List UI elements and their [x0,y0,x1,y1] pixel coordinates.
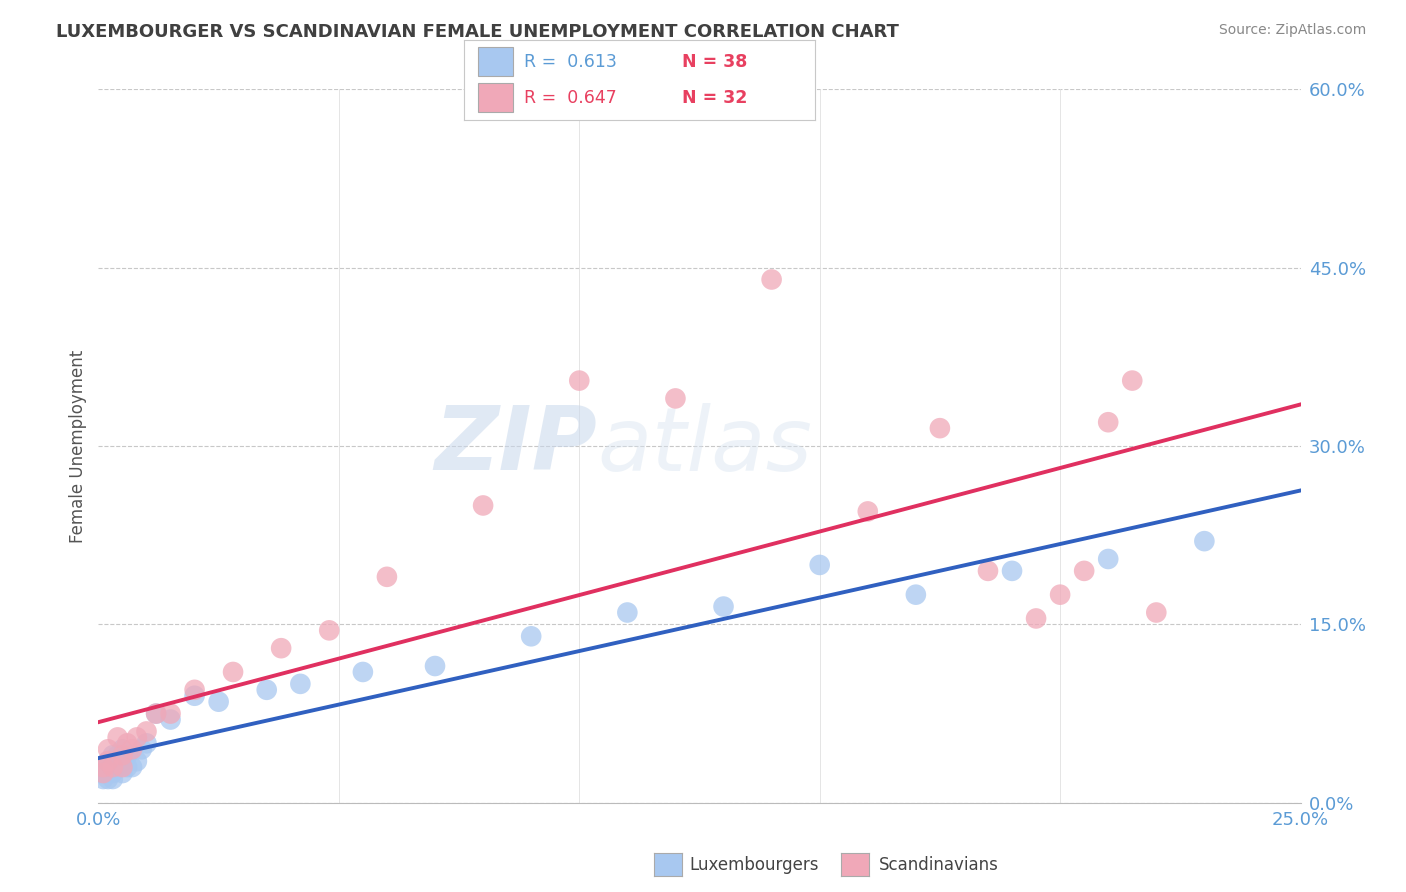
Point [1073,564,1095,578]
Point [222,665,245,679]
Point [290,677,312,691]
Text: atlas: atlas [598,403,813,489]
Point [91,760,114,774]
Point [117,736,139,750]
Point [808,558,831,572]
Point [111,766,134,780]
Point [111,748,134,763]
Point [125,731,148,745]
Point [904,588,927,602]
Point [1049,588,1071,602]
Text: Scandinavians: Scandinavians [879,856,998,874]
Point [107,760,129,774]
Point [520,629,543,643]
Point [1194,534,1216,549]
Text: Luxembourgers: Luxembourgers [689,856,818,874]
Point [131,742,153,756]
Point [97,760,120,774]
Point [318,624,340,638]
Point [928,421,950,435]
Point [352,665,374,679]
Point [97,742,120,756]
Point [121,742,143,756]
Point [101,748,124,763]
Point [1097,552,1119,566]
Point [117,748,139,763]
Text: R =  0.647: R = 0.647 [524,89,616,107]
Point [616,606,638,620]
Point [1001,564,1024,578]
Point [856,504,879,518]
Text: R =  0.613: R = 0.613 [524,53,617,70]
Point [183,682,205,697]
Point [97,754,120,768]
Point [107,731,129,745]
Text: N = 38: N = 38 [682,53,747,70]
Point [472,499,495,513]
Point [101,760,124,774]
Point [97,754,120,768]
Point [97,766,120,780]
Y-axis label: Female Unemployment: Female Unemployment [69,350,87,542]
Point [159,713,181,727]
FancyBboxPatch shape [478,83,513,112]
Point [375,570,398,584]
Point [159,706,181,721]
Point [1025,611,1047,625]
Point [1121,374,1143,388]
Point [97,772,120,786]
Point [977,564,1000,578]
Point [91,760,114,774]
Text: ZIP: ZIP [434,402,598,490]
Point [568,374,591,388]
Point [713,599,735,614]
FancyBboxPatch shape [478,46,513,77]
Text: Source: ZipAtlas.com: Source: ZipAtlas.com [1219,23,1367,37]
Point [256,682,278,697]
Point [91,766,114,780]
Point [1097,415,1119,429]
Point [91,772,114,786]
Point [145,706,167,721]
Point [107,748,129,763]
Point [270,641,292,656]
Point [135,736,157,750]
Point [111,742,134,756]
Point [208,695,231,709]
Point [101,766,124,780]
Point [135,724,157,739]
Point [101,772,124,786]
Point [423,659,446,673]
Point [664,392,686,406]
Point [111,760,134,774]
Point [125,754,148,768]
Point [183,689,205,703]
Point [117,760,139,774]
Text: LUXEMBOURGER VS SCANDINAVIAN FEMALE UNEMPLOYMENT CORRELATION CHART: LUXEMBOURGER VS SCANDINAVIAN FEMALE UNEM… [56,23,898,41]
Point [1144,606,1167,620]
Text: N = 32: N = 32 [682,89,747,107]
Point [111,754,134,768]
Point [91,766,114,780]
Point [121,760,143,774]
Point [761,272,783,286]
Point [101,754,124,768]
Point [145,706,167,721]
